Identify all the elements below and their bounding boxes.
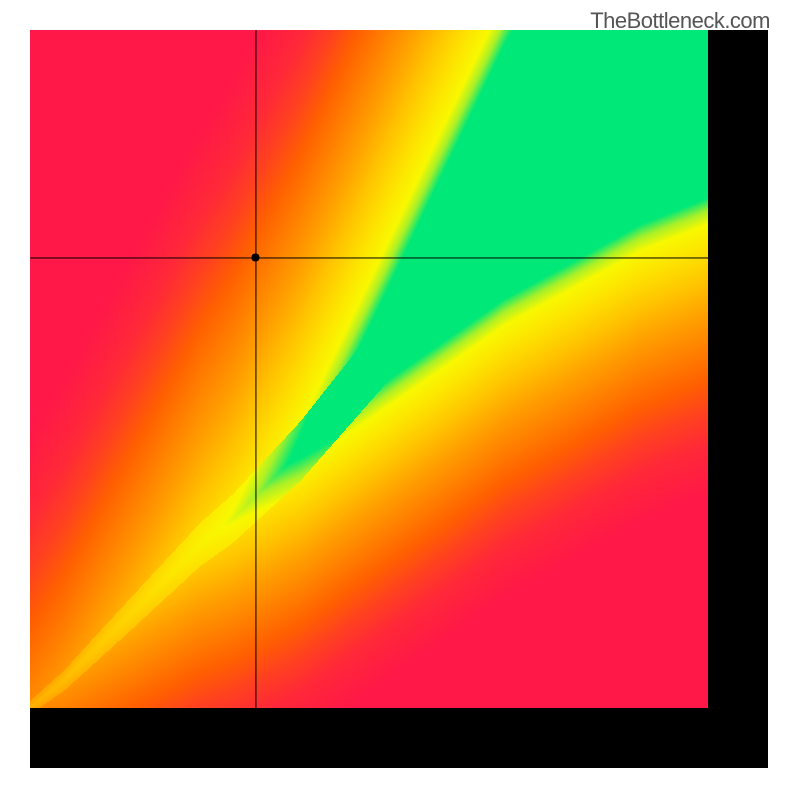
chart-container: TheBottleneck.com — [0, 0, 800, 800]
heatmap-canvas — [30, 30, 708, 708]
watermark-text: TheBottleneck.com — [590, 8, 770, 34]
